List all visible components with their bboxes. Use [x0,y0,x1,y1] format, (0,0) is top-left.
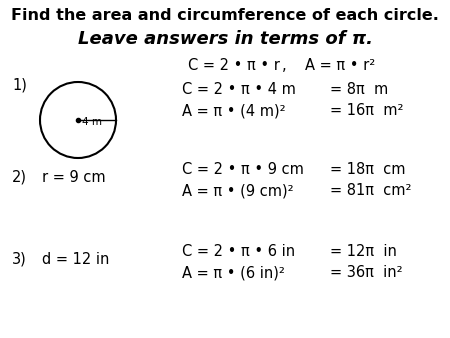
Text: = 81π  cm²: = 81π cm² [330,183,411,198]
Text: = 8π  m: = 8π m [330,82,388,97]
Text: Leave answers in terms of π.: Leave answers in terms of π. [77,30,373,48]
Text: = 12π  in: = 12π in [330,244,397,259]
Text: 1): 1) [12,78,27,93]
Text: 4 m: 4 m [82,117,102,127]
Text: C = 2 • π • 9 cm: C = 2 • π • 9 cm [182,162,304,177]
Text: = 18π  cm: = 18π cm [330,162,405,177]
Text: A = π • r²: A = π • r² [305,58,375,73]
Text: A = π • (9 cm)²: A = π • (9 cm)² [182,183,293,198]
Text: C = 2 • π • r: C = 2 • π • r [188,58,280,73]
Text: ,: , [282,58,287,73]
Text: 2): 2) [12,170,27,185]
Text: 3): 3) [12,252,27,267]
Text: A = π • (6 in)²: A = π • (6 in)² [182,265,285,280]
Text: = 36π  in²: = 36π in² [330,265,403,280]
Text: A = π • (4 m)²: A = π • (4 m)² [182,103,286,118]
Text: r = 9 cm: r = 9 cm [42,170,106,185]
Text: C = 2 • π • 4 m: C = 2 • π • 4 m [182,82,296,97]
Text: Find the area and circumference of each circle.: Find the area and circumference of each … [11,8,439,23]
Text: C = 2 • π • 6 in: C = 2 • π • 6 in [182,244,295,259]
Text: = 16π  m²: = 16π m² [330,103,404,118]
Text: d = 12 in: d = 12 in [42,252,109,267]
